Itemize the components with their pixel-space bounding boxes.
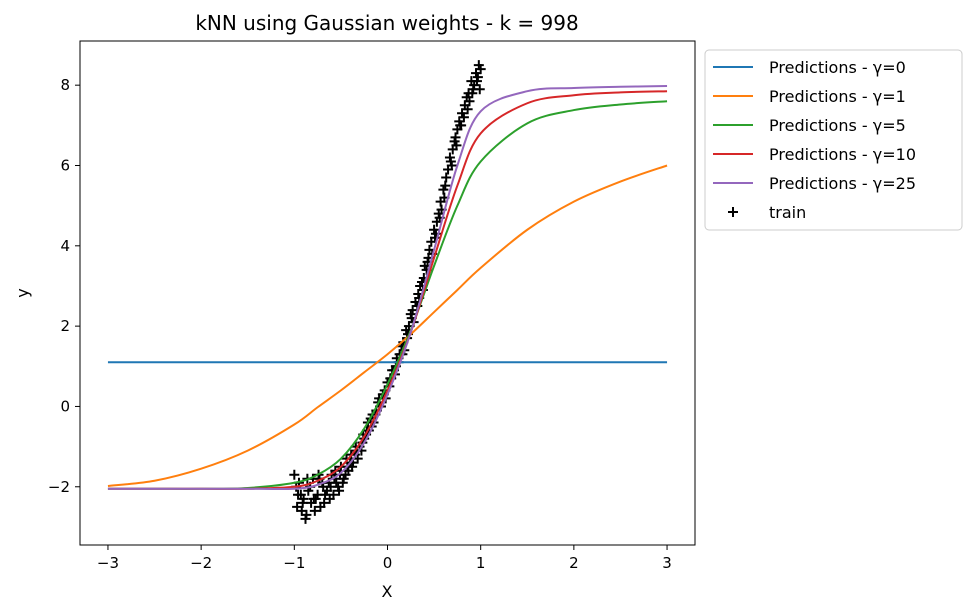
train-point [320, 489, 331, 500]
train-point [444, 152, 455, 163]
chart-title: kNN using Gaussian weights - k = 998 [195, 11, 578, 35]
train-point [462, 104, 473, 115]
train-point [308, 493, 319, 504]
y-tick-label: 4 [60, 237, 70, 255]
x-tick-label: −2 [190, 554, 212, 572]
y-tick-label: −2 [48, 478, 70, 496]
series-line-3 [107, 90, 668, 490]
train-point [325, 481, 336, 492]
legend: Predictions - γ=0 Predictions - γ=1 Predic… [704, 49, 963, 231]
series-line-1 [107, 164, 668, 487]
train-point [473, 60, 484, 71]
x-axis: −3 −2 −1 0 1 2 3 [97, 545, 672, 572]
y-tick-label: 0 [60, 397, 70, 415]
train-point [451, 140, 462, 151]
legend-label: Predictions - γ=0 [769, 58, 906, 77]
y-axis-label: y [13, 288, 32, 297]
train-point [441, 172, 452, 183]
train-point [467, 88, 478, 99]
train-point [309, 505, 320, 516]
series-line-2 [107, 100, 668, 490]
legend-label: Predictions - γ=25 [769, 174, 916, 193]
x-tick-label: 1 [476, 554, 486, 572]
train-point [328, 489, 339, 500]
x-axis-label: X [382, 582, 393, 601]
y-tick-label: 6 [60, 156, 70, 174]
train-point [297, 497, 308, 508]
legend-label: Predictions - γ=5 [769, 116, 906, 135]
train-point [474, 84, 485, 95]
plot-frame [79, 40, 696, 546]
legend-swatch [728, 207, 738, 217]
x-tick-label: −3 [97, 554, 119, 572]
legend-label: train [769, 203, 806, 222]
train-point [293, 489, 304, 500]
x-tick-label: −1 [283, 554, 305, 572]
plot-area [107, 60, 668, 524]
y-tick-label: 2 [60, 317, 70, 335]
y-axis: −2 0 2 4 6 8 [48, 76, 80, 496]
series-line-4 [107, 84, 668, 491]
legend-label: Predictions - γ=10 [769, 145, 916, 164]
train-point [446, 160, 457, 171]
x-tick-label: 3 [662, 554, 672, 572]
train-point [301, 509, 312, 520]
legend-label: Predictions - γ=1 [769, 87, 906, 106]
y-tick-label: 8 [60, 76, 70, 94]
train-point [456, 120, 467, 131]
train-point [289, 469, 300, 480]
x-tick-label: 2 [569, 554, 579, 572]
legend-box [704, 49, 963, 231]
x-tick-label: 0 [383, 554, 393, 572]
train-point [471, 76, 482, 87]
